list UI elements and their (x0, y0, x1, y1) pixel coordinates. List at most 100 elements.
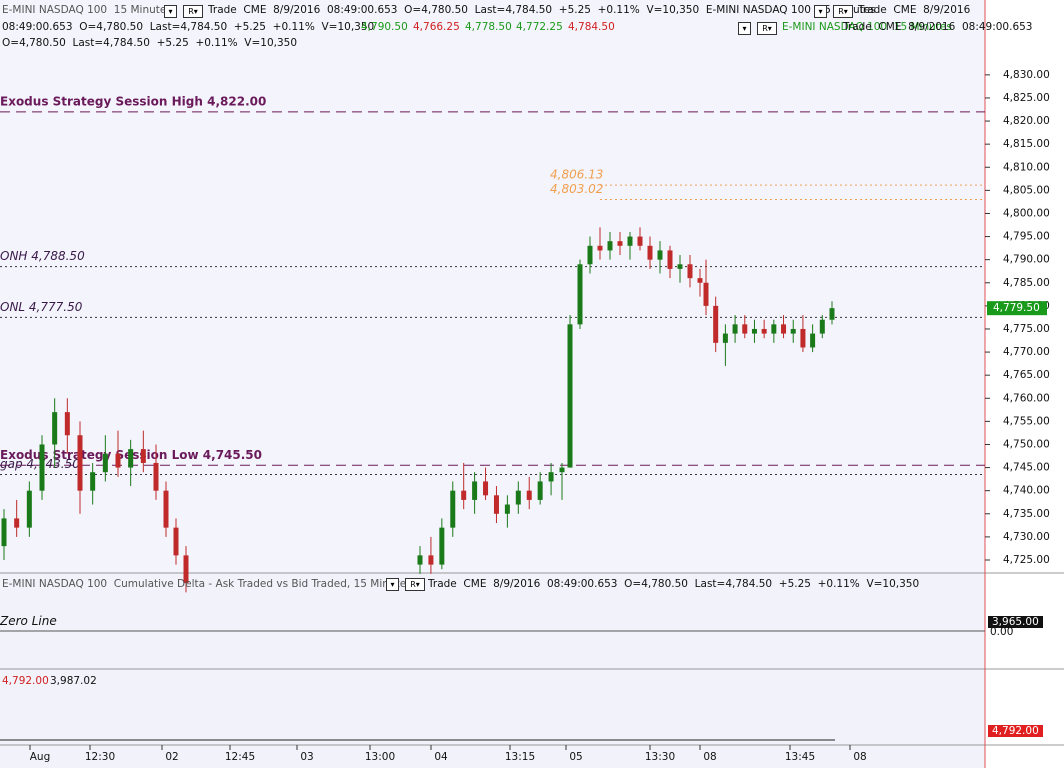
y-tick-label: 4,805.00 (1003, 184, 1050, 196)
candle-body (548, 472, 554, 482)
header-last: 4,784.50 (568, 21, 615, 33)
candle-body (667, 250, 673, 269)
x-tick-label: 13:30 (645, 751, 675, 763)
candle-body (722, 333, 728, 343)
candle-body (607, 241, 613, 251)
header-low: 4,778.50 (465, 21, 512, 33)
x-tick-label: 08 (853, 751, 866, 763)
y-tick-label: 4,755.00 (1003, 415, 1050, 427)
candle-body (428, 555, 434, 565)
y-tick-label: 4,750.00 (1003, 438, 1050, 450)
x-tick-label: Aug (30, 751, 51, 763)
dropdown[interactable]: R▾ (833, 5, 853, 18)
candle-body (504, 504, 510, 514)
y-tick-label: 4,725.00 (1003, 554, 1050, 566)
candle-body (587, 245, 593, 265)
candle-body (647, 245, 653, 260)
candle-body (128, 449, 134, 468)
candle-body (810, 333, 816, 348)
candle-body (657, 250, 663, 260)
x-tick-label: 04 (434, 751, 448, 763)
candle-body (173, 527, 179, 556)
candle-body (800, 328, 806, 348)
x-tick-label: 12:30 (85, 751, 115, 763)
delta-stats: Trade CME 8/9/2016 08:49:00.653 O=4,780.… (428, 578, 920, 590)
y-tick-label: 4,765.00 (1003, 369, 1050, 381)
y-tick-label: 4,785.00 (1003, 277, 1050, 289)
level-label: 4,806.13 (550, 168, 603, 182)
y-tick-label: 4,775.00 (1003, 323, 1050, 335)
y-tick-label: 4,810.00 (1003, 161, 1050, 173)
last-price-label: 4,779.50 (993, 302, 1040, 314)
x-tick-label: 13:45 (785, 751, 815, 763)
dropdown[interactable]: R▾ (183, 5, 203, 18)
candle-body (537, 481, 543, 500)
candle-body (703, 282, 709, 306)
candle-body (163, 490, 169, 528)
y-tick-label: 4,800.00 (1003, 207, 1050, 219)
y-tick-label: 4,830.00 (1003, 69, 1050, 81)
candle-body (102, 453, 108, 473)
candle-body (559, 467, 565, 473)
candle-body (77, 435, 83, 491)
y-tick-label: 4,735.00 (1003, 508, 1050, 520)
volume-average: 3,987.02 (50, 675, 97, 687)
candle-body (577, 264, 583, 325)
header-text: Trade CME 8/9/2016 08:49:00.653 O=4,780.… (208, 4, 876, 16)
x-tick-label: 08 (703, 751, 716, 763)
x-tick-label: 13:00 (365, 751, 395, 763)
candle-body (52, 412, 58, 445)
volume-axis-value: 4,792.00 (988, 725, 1043, 737)
candle-body (183, 555, 189, 584)
zero-line-label: Zero Line (0, 614, 57, 628)
y-tick-label: 4,795.00 (1003, 231, 1050, 243)
candle-body (597, 245, 603, 251)
candle-body (450, 490, 456, 528)
delta-title: E-MINI NASDAQ 100 Cumulative Delta - Ask… (2, 578, 412, 590)
candle-body (771, 324, 777, 334)
level-label: ONH 4,788.50 (0, 249, 85, 263)
dropdown[interactable]: ▾ (386, 578, 399, 591)
candle-body (64, 412, 70, 436)
y-tick-label: 4,745.00 (1003, 462, 1050, 474)
y-tick-label: 4,790.00 (1003, 254, 1050, 266)
candle-body (627, 236, 633, 246)
candle-body (687, 264, 693, 279)
candle-body (526, 490, 532, 500)
dropdown[interactable]: R▾ (757, 22, 777, 35)
dropdown[interactable]: ▾ (164, 5, 177, 18)
header-close: 4,772.25 (516, 21, 563, 33)
last-price-box (987, 301, 1047, 316)
y-tick-label: 4,770.00 (1003, 346, 1050, 358)
y-tick-label: 4,760.00 (1003, 392, 1050, 404)
header-high: 4,766.25 (413, 21, 460, 33)
candle-body (39, 444, 45, 491)
candle-body (761, 328, 767, 334)
candle-body (713, 305, 719, 343)
x-tick-label: 03 (300, 751, 313, 763)
level-label: Exodus Strategy Session High 4,822.00 (0, 94, 266, 108)
candle-body (617, 241, 623, 246)
candle-body (493, 495, 499, 514)
dropdown[interactable]: ▾ (738, 22, 751, 35)
header-text: E-MINI NASDAQ 100 15 Minutes (2, 4, 172, 16)
candle-body (515, 490, 521, 505)
dropdown[interactable]: ▾ (814, 5, 827, 18)
candle-body (140, 449, 146, 463)
candle-body (14, 518, 20, 528)
header-text: Trade CME 8/9/2016 (858, 4, 971, 16)
level-label: 4,803.02 (550, 182, 603, 196)
candle-body (439, 527, 445, 565)
candle-body (483, 481, 489, 496)
x-tick-label: 12:45 (225, 751, 255, 763)
candle-body (819, 319, 825, 334)
candle-body (677, 264, 683, 269)
level-label: ONL 4,777.50 (0, 300, 83, 314)
price-panel (0, 0, 985, 572)
candle-body (417, 555, 423, 565)
y-tick-label: 4,815.00 (1003, 138, 1050, 150)
header-open: 4,790.50 (361, 21, 408, 33)
dropdown[interactable]: R▾ (405, 578, 425, 591)
candle-body (751, 328, 757, 334)
